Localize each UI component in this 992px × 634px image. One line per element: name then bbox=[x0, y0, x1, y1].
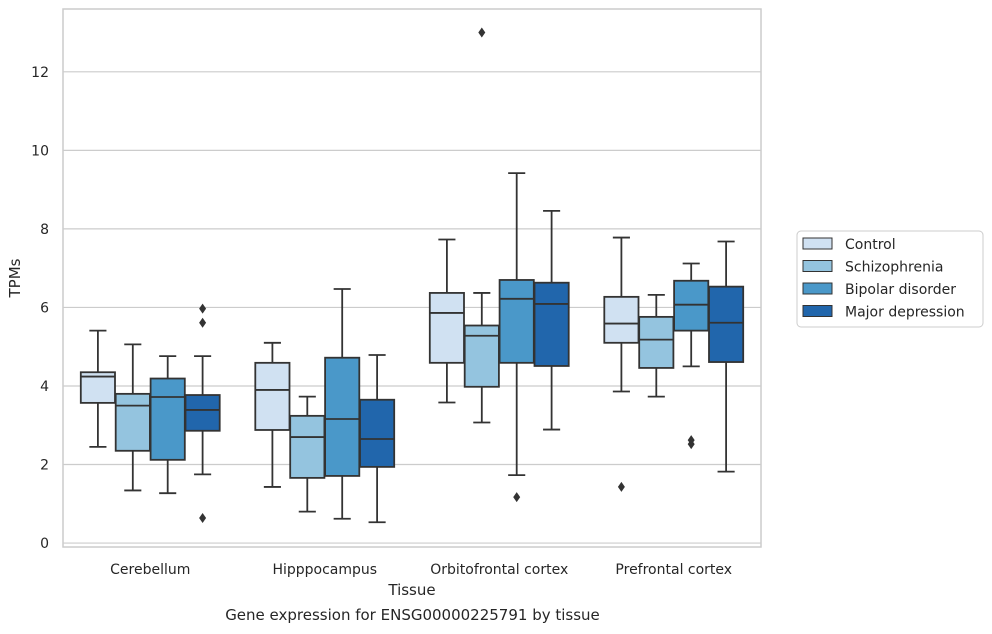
box-1-1 bbox=[289, 395, 326, 513]
box-body bbox=[428, 292, 465, 364]
box-0-1 bbox=[254, 341, 291, 488]
x-axis-ticks: Cerebellum Hipppocampus Orbitofrontal cort… bbox=[110, 562, 732, 578]
box-body bbox=[254, 361, 291, 431]
box-body bbox=[603, 295, 640, 344]
box-body bbox=[463, 324, 500, 388]
plot-frame bbox=[62, 8, 762, 548]
legend-frame bbox=[796, 230, 984, 328]
box-2-1 bbox=[324, 288, 361, 520]
box-body bbox=[114, 392, 151, 452]
box-body bbox=[533, 281, 570, 367]
y-axis-ticks: 0 2 4 6 8 10 12 bbox=[31, 65, 49, 552]
outlier-point bbox=[199, 303, 207, 314]
box-1-0 bbox=[114, 343, 151, 492]
legend-swatch bbox=[802, 260, 833, 272]
box-body bbox=[638, 315, 675, 369]
outlier-point bbox=[513, 492, 521, 503]
box-body bbox=[149, 377, 186, 461]
y-tick-label: 0 bbox=[40, 536, 49, 552]
box-0-3 bbox=[603, 236, 640, 492]
legend-label: Major depression bbox=[845, 305, 965, 321]
box-0-2 bbox=[428, 238, 465, 404]
x-tick-label: Prefrontal cortex bbox=[615, 562, 732, 578]
outlier-point bbox=[617, 481, 625, 492]
box-body bbox=[673, 279, 710, 332]
box-3-1 bbox=[359, 354, 396, 524]
outlier-point bbox=[199, 317, 207, 328]
legend-swatch bbox=[802, 237, 833, 250]
box-body bbox=[708, 285, 745, 363]
x-tick-label: Hipppocampus bbox=[272, 562, 377, 578]
legend: Control Schizophrenia Bipolar disorder Majo… bbox=[796, 230, 984, 328]
figure-caption: Gene expression for ENSG00000225791 by t… bbox=[225, 606, 600, 624]
y-tick-label: 4 bbox=[40, 379, 49, 395]
y-axis-label: TPMs bbox=[6, 258, 24, 298]
legend-label: Control bbox=[845, 237, 896, 253]
box-3-3 bbox=[708, 240, 745, 473]
box-body bbox=[289, 414, 326, 479]
x-tick-label: Orbitofrontal cortex bbox=[430, 562, 568, 578]
y-tick-label: 8 bbox=[40, 222, 49, 238]
box-body bbox=[184, 394, 221, 432]
outlier-point bbox=[199, 512, 207, 523]
box-0-0 bbox=[79, 329, 116, 448]
y-tick-label: 6 bbox=[40, 300, 49, 316]
box-2-2 bbox=[498, 172, 535, 503]
outlier-point bbox=[687, 435, 695, 446]
x-tick-label: Cerebellum bbox=[110, 562, 190, 578]
legend-swatch bbox=[802, 282, 833, 295]
legend-label: Bipolar disorder bbox=[845, 282, 956, 298]
outlier-point bbox=[478, 27, 486, 38]
box-3-2 bbox=[533, 209, 570, 431]
box-3-0 bbox=[184, 303, 221, 523]
box-1-2 bbox=[463, 27, 500, 424]
box-1-3 bbox=[638, 293, 675, 398]
box-series bbox=[79, 27, 745, 524]
legend-swatch bbox=[802, 305, 833, 317]
box-body bbox=[359, 398, 396, 468]
y-tick-label: 10 bbox=[31, 143, 49, 159]
y-tick-label: 2 bbox=[40, 458, 49, 474]
legend-label: Schizophrenia bbox=[845, 260, 943, 276]
y-tick-label: 12 bbox=[31, 65, 49, 81]
box-body bbox=[498, 279, 535, 364]
box-body bbox=[324, 356, 361, 477]
box-2-3 bbox=[673, 262, 710, 450]
box-2-0 bbox=[149, 355, 186, 495]
x-axis-label: Tissue bbox=[387, 581, 435, 599]
